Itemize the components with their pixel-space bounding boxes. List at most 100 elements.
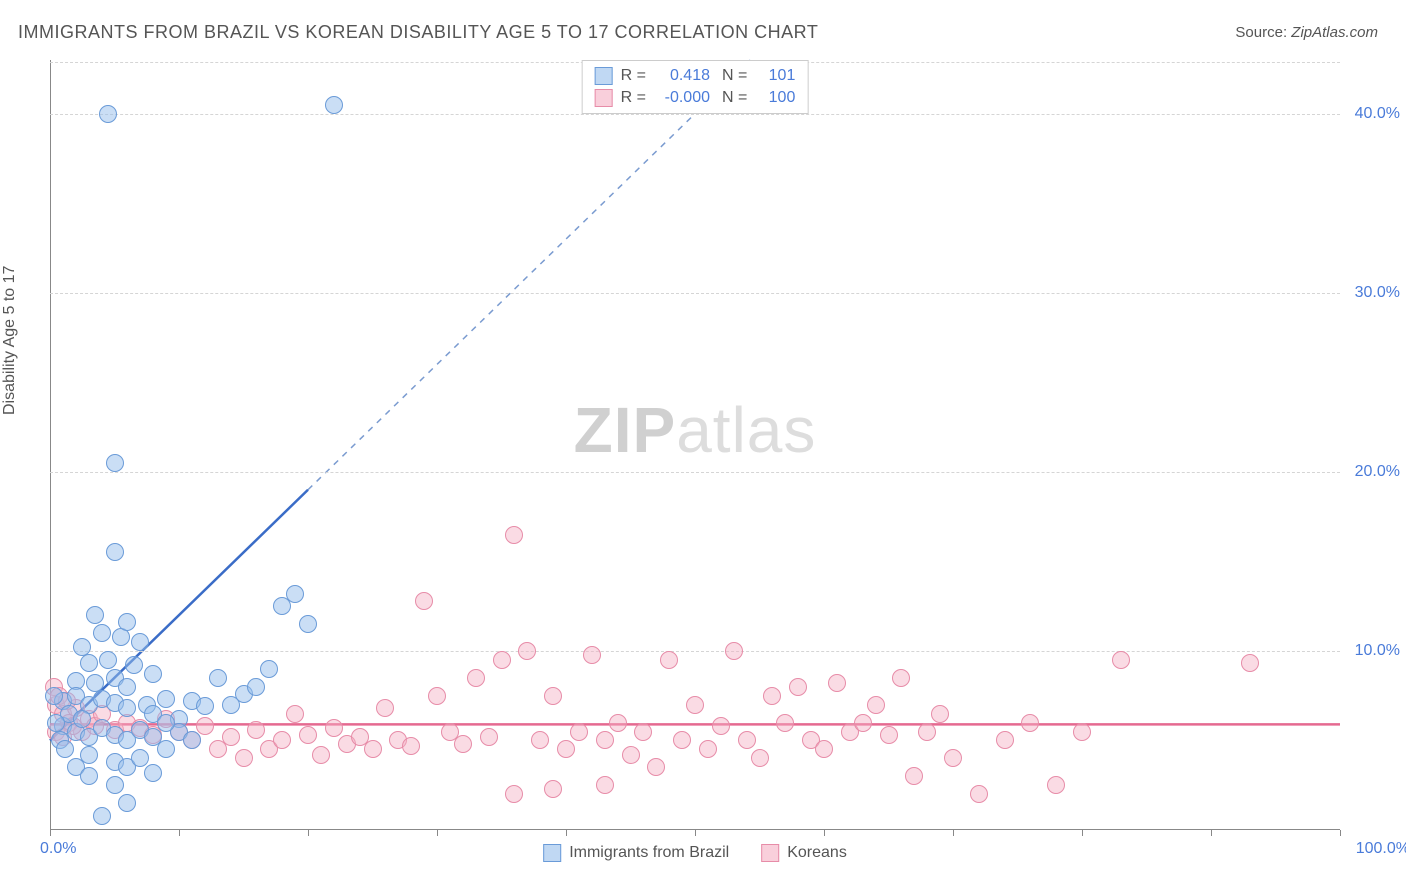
plot-area: ZIPatlas R = 0.418 N = 101 R = -0.000 N … (50, 60, 1340, 830)
scatter-point (880, 726, 898, 744)
legend-swatch-blue-2 (543, 844, 561, 862)
scatter-point (99, 105, 117, 123)
correlation-chart: IMMIGRANTS FROM BRAZIL VS KOREAN DISABIL… (0, 0, 1406, 892)
gridline (50, 472, 1340, 473)
scatter-point (931, 705, 949, 723)
n-label-2: N = (722, 89, 747, 107)
scatter-point (944, 749, 962, 767)
svg-overlay (50, 60, 1340, 830)
n-value-pink: 100 (755, 89, 795, 107)
scatter-point (196, 717, 214, 735)
xtick-min: 0.0% (40, 840, 76, 858)
scatter-point (480, 728, 498, 746)
scatter-point (106, 543, 124, 561)
scatter-point (828, 674, 846, 692)
xtick (566, 830, 567, 836)
n-label: N = (722, 67, 747, 85)
xtick (695, 830, 696, 836)
scatter-point (970, 785, 988, 803)
scatter-point (131, 633, 149, 651)
scatter-point (45, 687, 63, 705)
gridline (50, 651, 1340, 652)
scatter-point (1112, 651, 1130, 669)
xtick (1340, 830, 1341, 836)
legend-item-pink: Koreans (761, 844, 847, 862)
scatter-point (1241, 654, 1259, 672)
scatter-point (299, 726, 317, 744)
scatter-point (273, 731, 291, 749)
scatter-point (918, 723, 936, 741)
scatter-point (544, 687, 562, 705)
scatter-point (815, 740, 833, 758)
scatter-point (673, 731, 691, 749)
scatter-point (376, 699, 394, 717)
ytick-label: 30.0% (1355, 284, 1400, 302)
scatter-point (144, 665, 162, 683)
scatter-point (80, 654, 98, 672)
scatter-point (1073, 723, 1091, 741)
scatter-point (570, 723, 588, 741)
scatter-point (86, 606, 104, 624)
scatter-point (622, 746, 640, 764)
xtick-max: 100.0% (1356, 840, 1406, 858)
scatter-point (892, 669, 910, 687)
xtick (1082, 830, 1083, 836)
scatter-point (247, 721, 265, 739)
scatter-point (1021, 714, 1039, 732)
scatter-point (209, 669, 227, 687)
scatter-point (454, 735, 472, 753)
xtick (824, 830, 825, 836)
scatter-point (1047, 776, 1065, 794)
scatter-point (660, 651, 678, 669)
chart-title: IMMIGRANTS FROM BRAZIL VS KOREAN DISABIL… (18, 22, 818, 43)
scatter-point (260, 660, 278, 678)
scatter-point (286, 585, 304, 603)
scatter-point (118, 613, 136, 631)
gridline (50, 293, 1340, 294)
scatter-point (505, 785, 523, 803)
legend-stats-row-pink: R = -0.000 N = 100 (595, 87, 796, 109)
scatter-point (725, 642, 743, 660)
scatter-point (467, 669, 485, 687)
xtick (437, 830, 438, 836)
legend-swatch-pink (595, 89, 613, 107)
r-value-pink: -0.000 (654, 89, 710, 107)
scatter-point (93, 807, 111, 825)
scatter-point (776, 714, 794, 732)
scatter-point (402, 737, 420, 755)
scatter-point (686, 696, 704, 714)
scatter-point (596, 776, 614, 794)
scatter-point (996, 731, 1014, 749)
scatter-point (106, 776, 124, 794)
scatter-point (118, 794, 136, 812)
scatter-point (415, 592, 433, 610)
scatter-point (505, 526, 523, 544)
scatter-point (299, 615, 317, 633)
xtick (179, 830, 180, 836)
trend-line-dashed (308, 60, 750, 490)
scatter-point (596, 731, 614, 749)
scatter-point (583, 646, 601, 664)
scatter-point (699, 740, 717, 758)
scatter-point (544, 780, 562, 798)
scatter-point (118, 678, 136, 696)
scatter-point (364, 740, 382, 758)
scatter-point (286, 705, 304, 723)
scatter-point (325, 96, 343, 114)
scatter-point (312, 746, 330, 764)
source-attribution: Source: ZipAtlas.com (1235, 24, 1378, 41)
source-label: Source: (1235, 24, 1287, 41)
legend-stats-row-blue: R = 0.418 N = 101 (595, 65, 796, 87)
legend-label-pink: Koreans (787, 844, 847, 862)
scatter-point (428, 687, 446, 705)
scatter-point (157, 740, 175, 758)
scatter-point (196, 697, 214, 715)
legend-item-blue: Immigrants from Brazil (543, 844, 729, 862)
scatter-point (609, 714, 627, 732)
scatter-point (80, 767, 98, 785)
scatter-point (47, 714, 65, 732)
scatter-point (557, 740, 575, 758)
scatter-point (93, 624, 111, 642)
scatter-point (531, 731, 549, 749)
xtick (308, 830, 309, 836)
